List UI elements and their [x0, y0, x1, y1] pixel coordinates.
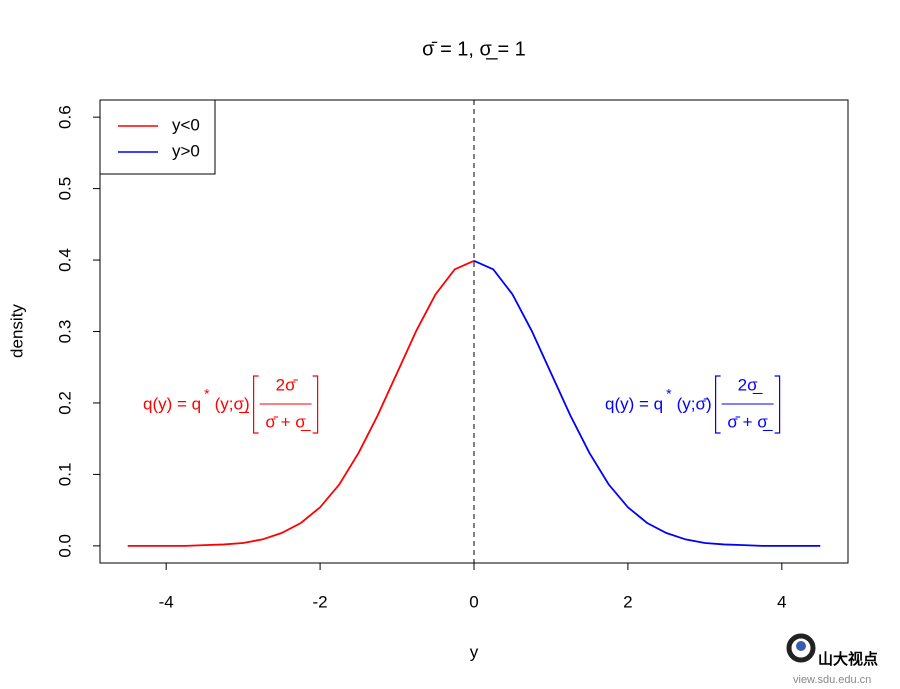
- x-tick-label: 4: [777, 592, 786, 611]
- annotation-numerator: 2σ̄: [276, 375, 299, 394]
- legend-label: y>0: [172, 141, 200, 160]
- y-tick-label: 0.1: [55, 463, 74, 487]
- y-tick-label: 0.2: [55, 391, 74, 415]
- x-tick-label: -4: [159, 592, 174, 611]
- watermark-url: view.sdu.edu.cn: [793, 674, 871, 686]
- annotation-bracket: [253, 375, 319, 434]
- y-tick-label: 0.5: [55, 177, 74, 201]
- annotation-star: *: [204, 386, 210, 402]
- annotation-numerator: 2σ̲: [738, 375, 763, 394]
- y-axis-label: density: [7, 304, 26, 358]
- y-tick-label: 0.4: [55, 248, 74, 272]
- annotation-arg: (y;σ̄): [677, 394, 712, 413]
- legend-box: [99, 99, 216, 175]
- x-tick-label: 2: [623, 592, 632, 611]
- annotation-denominator: σ̄ + σ̲: [265, 412, 310, 431]
- annotation-arg: (y;σ̲): [215, 394, 250, 413]
- watermark-name: 山大视点: [818, 650, 878, 668]
- y-tick-label: 0.0: [55, 534, 74, 558]
- y-tick-label: 0.6: [55, 105, 74, 129]
- legend-label: y<0: [172, 115, 200, 134]
- watermark-logo: [786, 633, 816, 663]
- annotation-star: *: [666, 386, 672, 402]
- density-line: [127, 259, 475, 547]
- annotation-lead: q(y) = q: [143, 394, 201, 413]
- x-tick-label: 0: [469, 592, 478, 611]
- watermark-logo: [796, 641, 806, 651]
- annotation-bracket: [715, 375, 781, 434]
- watermark: 山大视点 view.sdu.edu.cn: [786, 633, 878, 686]
- y-tick-label: 0.3: [55, 320, 74, 344]
- x-tick-label: -2: [313, 592, 328, 611]
- x-axis-label: y: [470, 642, 479, 661]
- annotation-denominator: σ̄ + σ̲: [727, 412, 772, 431]
- density-line: [473, 259, 821, 547]
- annotation-lead: q(y) = q: [605, 394, 663, 413]
- chart-title: σ̄ = 1, σ̲ = 1: [422, 38, 526, 60]
